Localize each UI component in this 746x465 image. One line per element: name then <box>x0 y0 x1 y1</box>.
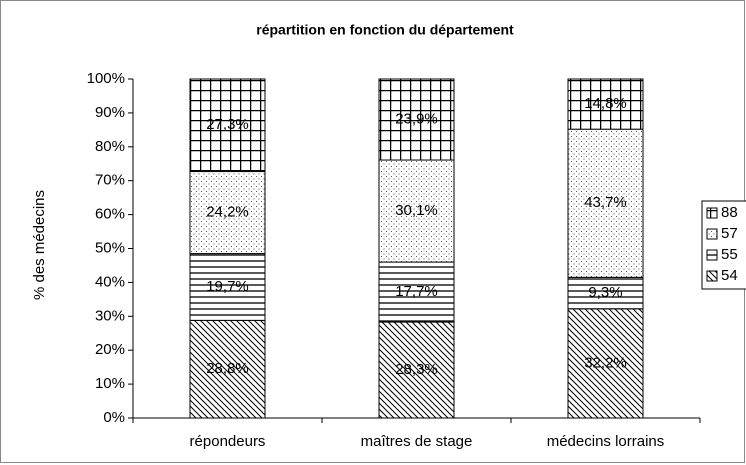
legend-label: 57 <box>721 225 738 242</box>
legend-label: 55 <box>721 246 738 263</box>
bar-segment <box>378 159 455 263</box>
y-tick-label: 40% <box>95 273 125 290</box>
bar-segment <box>567 308 644 419</box>
bar-segment <box>189 171 266 255</box>
chart-title: répartition en fonction du département <box>256 22 514 38</box>
x-tick-label: répondeurs <box>190 433 266 450</box>
y-tick-label: 30% <box>95 307 125 324</box>
legend-swatch <box>706 270 718 282</box>
data-label: 19,7% <box>206 278 249 295</box>
data-label: 23,9% <box>395 110 438 127</box>
legend-swatch <box>706 207 718 219</box>
legend-swatch <box>706 249 718 261</box>
y-tick-label: 20% <box>95 341 125 358</box>
legend-label: 54 <box>721 267 738 284</box>
data-label: 32,2% <box>584 354 627 371</box>
data-label: 27,3% <box>206 116 249 133</box>
data-label: 43,7% <box>584 194 627 211</box>
data-label: 28,8% <box>206 360 249 377</box>
y-tick-label: 0% <box>103 409 125 426</box>
data-label: 14,8% <box>584 95 627 112</box>
bar-segment <box>189 319 266 419</box>
legend-label: 88 <box>721 204 738 221</box>
y-tick-label: 60% <box>95 206 125 223</box>
legend-swatch <box>706 228 718 240</box>
y-tick-label: 100% <box>87 70 125 87</box>
x-tick-label: médecins lorrains <box>547 433 665 450</box>
data-label: 9,3% <box>588 284 622 301</box>
x-tick-label: maîtres de stage <box>361 433 473 450</box>
bar-segment <box>378 321 455 419</box>
bar-segment <box>189 253 266 321</box>
bar-segment <box>378 78 455 161</box>
y-tick-label: 50% <box>95 239 125 256</box>
y-tick-label: 80% <box>95 138 125 155</box>
y-axis-label: % des médecins <box>31 190 48 300</box>
y-tick-label: 90% <box>95 104 125 121</box>
y-tick-label: 70% <box>95 172 125 189</box>
y-tick-label: 10% <box>95 375 125 392</box>
bar-segment <box>189 78 266 173</box>
data-label: 28,3% <box>395 361 438 378</box>
bar-segment <box>567 128 644 278</box>
data-label: 24,2% <box>206 204 249 221</box>
data-label: 30,1% <box>395 202 438 219</box>
data-label: 17,7% <box>395 283 438 300</box>
bar-segment <box>567 78 644 130</box>
